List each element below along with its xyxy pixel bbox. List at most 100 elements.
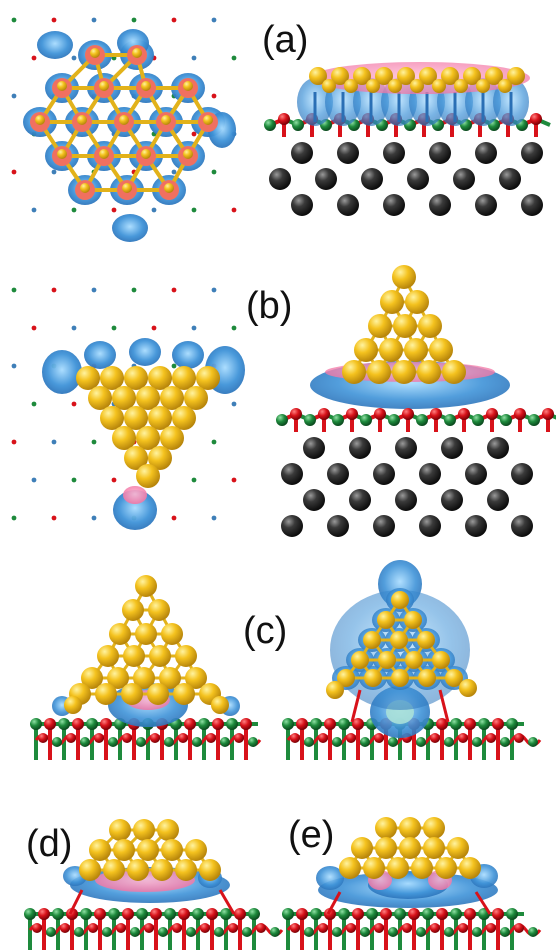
- au-atom: [366, 79, 380, 93]
- au-atom: [127, 859, 149, 881]
- lattice-dot: [211, 439, 217, 445]
- au-atom: [135, 575, 157, 597]
- oxygen-atom: [172, 923, 182, 933]
- panel-label-a: (a): [262, 19, 308, 61]
- oxygen-atom: [374, 923, 384, 933]
- au-atom: [64, 696, 82, 714]
- oxygen-atom: [88, 923, 98, 933]
- lattice-dot: [171, 287, 177, 293]
- oxygen-atom: [256, 923, 266, 933]
- substrate-atom: [395, 489, 417, 511]
- zinc-atom: [366, 908, 378, 920]
- au-o-bond: [326, 891, 342, 915]
- substrate-atom: [419, 463, 441, 485]
- au-atom-core: [122, 183, 132, 193]
- oxygen-atom: [290, 923, 300, 933]
- oxygen-atom: [436, 908, 448, 920]
- zinc-atom: [192, 908, 204, 920]
- au-atom: [100, 406, 124, 430]
- oxygen-atom: [66, 908, 78, 920]
- zinc-atom: [388, 737, 398, 747]
- oxygen-atom: [464, 718, 476, 730]
- zinc-atom: [332, 737, 342, 747]
- zinc-atom: [130, 927, 140, 937]
- lattice-dot: [171, 515, 177, 521]
- au-atom-core: [203, 115, 213, 125]
- lattice-dot: [211, 93, 217, 99]
- substrate-atom: [303, 489, 325, 511]
- substrate-atom: [487, 437, 509, 459]
- oxygen-atom: [464, 908, 476, 920]
- au-o-bond: [438, 689, 450, 723]
- au-atom: [160, 386, 184, 410]
- zinc-atom: [394, 908, 406, 920]
- au-atom: [432, 651, 450, 669]
- au-atom: [137, 839, 159, 861]
- substrate-atom: [315, 168, 337, 190]
- substrate-atom: [383, 142, 405, 164]
- au-atom: [380, 290, 404, 314]
- zinc-atom: [360, 414, 372, 426]
- au-atom-core: [141, 81, 151, 91]
- au-atom: [161, 839, 183, 861]
- au-atom-core: [99, 81, 109, 91]
- zinc-atom: [264, 119, 276, 131]
- substrate-atom: [361, 168, 383, 190]
- zinc-atom: [500, 414, 512, 426]
- au-atom: [392, 360, 416, 384]
- oxygen-atom: [318, 923, 328, 933]
- oxygen-atom: [486, 408, 498, 420]
- au-atom-core: [183, 149, 193, 159]
- au-atom: [404, 611, 422, 629]
- zinc-atom: [80, 908, 92, 920]
- au-atom: [326, 681, 344, 699]
- zinc-atom: [86, 718, 98, 730]
- lattice-dot: [91, 439, 97, 445]
- zinc-atom: [422, 908, 434, 920]
- oxygen-atom: [66, 733, 76, 743]
- lattice-dot: [31, 325, 37, 331]
- lattice-dot: [91, 287, 97, 293]
- zinc-atom: [102, 927, 112, 937]
- au-atom: [173, 683, 195, 705]
- zinc-atom: [30, 718, 42, 730]
- au-atom: [151, 859, 173, 881]
- panel-c: [30, 560, 542, 760]
- oxygen-atom: [206, 733, 216, 743]
- oxygen-atom: [100, 718, 112, 730]
- oxygen-atom: [318, 733, 328, 743]
- zinc-atom: [338, 908, 350, 920]
- oxygen-atom: [240, 718, 252, 730]
- lattice-dot: [231, 325, 237, 331]
- zinc-atom: [24, 908, 36, 920]
- oxygen-atom: [458, 733, 468, 743]
- au-atom: [172, 406, 196, 430]
- lattice-dot: [71, 325, 77, 331]
- oxygen-atom: [122, 908, 134, 920]
- substrate-atom: [521, 142, 543, 164]
- zinc-atom: [450, 908, 462, 920]
- substrate-atom: [337, 142, 359, 164]
- au-atom: [133, 819, 155, 841]
- oxygen-atom: [228, 923, 238, 933]
- zinc-atom: [158, 927, 168, 937]
- zinc-atom: [472, 927, 482, 937]
- au-atom: [418, 314, 442, 338]
- au-o-bond: [350, 689, 362, 723]
- au-atom: [419, 67, 437, 85]
- substrate-atom: [511, 515, 533, 537]
- panel-a: [11, 17, 551, 242]
- au-atom: [375, 837, 397, 859]
- zinc-atom: [332, 927, 342, 937]
- lattice-dot: [231, 207, 237, 213]
- au-atom: [418, 669, 436, 687]
- substrate-atom: [373, 463, 395, 485]
- zinc-atom: [472, 737, 482, 747]
- lattice-dot: [11, 363, 17, 369]
- substrate-atom: [337, 194, 359, 216]
- zinc-atom: [528, 737, 538, 747]
- au-atom: [172, 366, 196, 390]
- zinc-atom: [214, 927, 224, 937]
- oxygen-atom: [318, 408, 330, 420]
- depletion-lobe: [84, 341, 116, 369]
